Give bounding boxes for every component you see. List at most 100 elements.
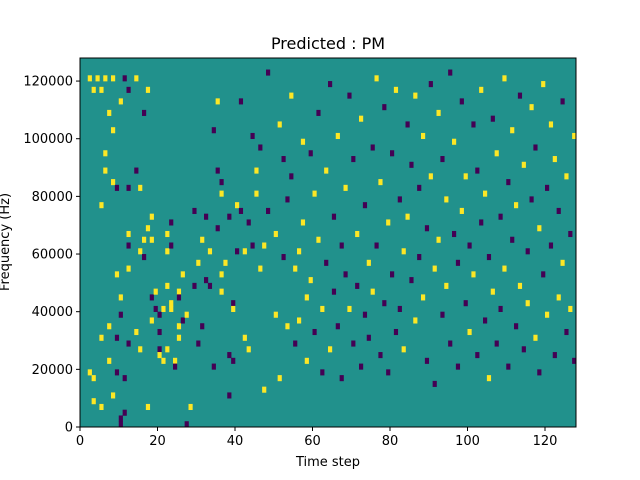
heatmap-cell <box>339 242 344 249</box>
heatmap-cell <box>331 288 337 295</box>
heatmap-cell <box>529 104 534 111</box>
heatmap-cell <box>552 352 557 359</box>
heatmap-cell <box>126 265 131 272</box>
heatmap-cell <box>238 98 244 105</box>
heatmap-cell <box>374 242 379 249</box>
heatmap-cell <box>467 242 472 249</box>
heatmap-cell <box>99 202 104 209</box>
heatmap-cell <box>118 415 123 422</box>
heatmap-cell <box>510 127 515 134</box>
heatmap-cell <box>250 242 255 249</box>
heatmap-cell <box>126 184 131 191</box>
heatmap-cell <box>293 265 298 272</box>
heatmap-cell <box>184 311 189 318</box>
heatmap-cell <box>436 109 441 116</box>
heatmap-cell <box>250 132 255 140</box>
heatmap-cell <box>393 86 399 93</box>
heatmap-cell <box>525 248 530 255</box>
plot-area <box>79 57 577 428</box>
heatmap-cell <box>390 271 395 278</box>
heatmap-cell <box>153 288 158 295</box>
heatmap-cell <box>537 225 542 232</box>
heatmap-cell <box>409 161 414 168</box>
heatmap-cell <box>397 305 402 312</box>
heatmap-cell <box>165 282 170 289</box>
heatmap-cell <box>215 98 220 105</box>
heatmap-cell <box>471 271 476 278</box>
heatmap-cell <box>541 271 546 278</box>
heatmap-cell <box>529 196 534 203</box>
heatmap-cell <box>324 259 329 266</box>
heatmap-cell <box>227 392 232 399</box>
heatmap-cell <box>157 311 162 318</box>
heatmap-cell <box>475 352 480 359</box>
heatmap-cell <box>281 254 286 261</box>
heatmap-cell <box>490 115 495 122</box>
heatmap-cell <box>165 346 170 353</box>
heatmap-cell <box>254 190 259 197</box>
heatmap-cell <box>231 357 236 364</box>
heatmap-cell <box>405 121 410 128</box>
heatmap-cell <box>428 81 433 88</box>
heatmap-cell <box>99 403 104 411</box>
x-tick-label: 100 <box>455 434 480 449</box>
heatmap-cell <box>149 317 154 324</box>
heatmap-cell <box>560 98 565 105</box>
heatmap-cell <box>552 156 557 163</box>
heatmap-cell <box>316 109 321 116</box>
heatmap-cell <box>200 323 205 330</box>
heatmap-cell <box>452 138 457 145</box>
heatmap-cell <box>215 167 220 174</box>
heatmap-cell <box>486 254 492 261</box>
heatmap-cell <box>347 305 352 312</box>
y-tick-label: 60000 <box>32 248 73 263</box>
plot-frame <box>79 57 577 428</box>
heatmap-cell <box>409 277 414 284</box>
heatmap-cell <box>223 259 228 266</box>
heatmap-cell <box>355 282 360 289</box>
heatmap-cell <box>173 363 178 370</box>
heatmap-cell <box>103 75 108 82</box>
heatmap-cell <box>184 421 189 428</box>
heatmap-cell <box>533 334 538 341</box>
heatmap-cell <box>370 144 375 151</box>
heatmap-cell <box>118 294 123 301</box>
x-tick-label: 0 <box>76 434 84 449</box>
heatmap-cell <box>134 75 139 82</box>
heatmap-cell <box>366 259 371 266</box>
x-tick-label: 120 <box>533 434 558 449</box>
y-tick-label: 20000 <box>32 363 73 378</box>
heatmap-cell <box>235 202 240 209</box>
heatmap-cell <box>103 150 108 157</box>
heatmap-cell <box>343 184 348 191</box>
heatmap-cell <box>180 317 185 324</box>
heatmap-cell <box>521 161 526 168</box>
y-tick-label: 120000 <box>23 75 73 90</box>
heatmap-cell <box>463 300 468 307</box>
heatmap-cell <box>444 282 449 289</box>
heatmap-cell <box>219 271 224 278</box>
y-tick-label: 100000 <box>23 132 73 147</box>
heatmap-cell <box>165 230 170 238</box>
heatmap-cell <box>452 230 457 238</box>
heatmap-cell <box>95 75 100 82</box>
heatmap-cell <box>176 288 182 295</box>
heatmap-cell <box>479 86 484 93</box>
heatmap-cell <box>215 225 220 232</box>
heatmap-cell <box>386 219 391 226</box>
heatmap-cell <box>126 86 131 93</box>
heatmap-cell <box>176 294 182 301</box>
heatmap-cell <box>572 357 577 364</box>
heatmap-cell <box>413 317 418 324</box>
heatmap-cell <box>417 254 422 261</box>
y-tick-label: 40000 <box>32 305 73 320</box>
heatmap-cell <box>316 236 321 243</box>
heatmap-cell <box>153 305 158 312</box>
heatmap-cell <box>308 277 313 284</box>
heatmap-cell <box>568 230 573 238</box>
heatmap-cell <box>471 121 476 128</box>
heatmap-cell <box>355 230 360 238</box>
heatmap-cell <box>440 156 445 163</box>
heatmap-cell <box>107 357 112 364</box>
heatmap-cell <box>91 86 96 93</box>
